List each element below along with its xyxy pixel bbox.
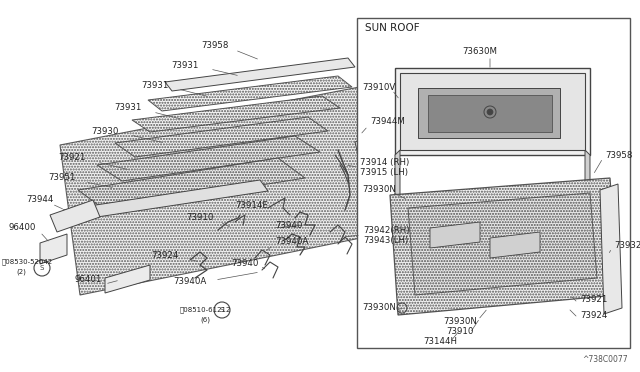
Polygon shape <box>390 178 618 315</box>
Text: S: S <box>220 307 224 313</box>
Text: 73930N: 73930N <box>362 186 396 195</box>
Circle shape <box>487 109 493 115</box>
Text: 73931: 73931 <box>172 61 198 70</box>
Polygon shape <box>408 193 597 295</box>
Text: 73144H: 73144H <box>423 337 457 346</box>
Polygon shape <box>400 73 585 150</box>
Polygon shape <box>585 150 590 245</box>
Polygon shape <box>355 130 390 164</box>
Text: 73914E: 73914E <box>236 201 268 209</box>
Text: 73931: 73931 <box>115 103 141 112</box>
Polygon shape <box>50 200 100 232</box>
Text: 73932: 73932 <box>614 241 640 250</box>
Text: 73944: 73944 <box>26 196 54 205</box>
Text: 73951: 73951 <box>48 173 76 183</box>
Text: 73944M: 73944M <box>370 118 405 126</box>
Text: SUN ROOF: SUN ROOF <box>365 23 420 33</box>
Text: 73914 (RH): 73914 (RH) <box>360 157 409 167</box>
Text: 73910: 73910 <box>446 327 474 337</box>
Text: 73924: 73924 <box>151 250 179 260</box>
Text: (2): (2) <box>16 269 26 275</box>
Text: 73943(LH): 73943(LH) <box>363 235 408 244</box>
Polygon shape <box>600 184 622 314</box>
Text: 73958: 73958 <box>202 42 228 51</box>
Polygon shape <box>60 83 400 295</box>
Polygon shape <box>105 265 150 293</box>
Text: 73910V: 73910V <box>362 83 396 93</box>
Polygon shape <box>428 95 552 132</box>
Polygon shape <box>115 117 328 157</box>
Polygon shape <box>148 76 352 111</box>
Text: 73958: 73958 <box>605 151 632 160</box>
Text: Ⓢ08530-52042: Ⓢ08530-52042 <box>2 259 53 265</box>
Text: 73940A: 73940A <box>173 278 207 286</box>
Bar <box>357 18 630 348</box>
Text: 73931: 73931 <box>141 80 169 90</box>
Text: 96401: 96401 <box>74 276 102 285</box>
Text: 73940: 73940 <box>275 221 302 230</box>
Text: 73921: 73921 <box>58 154 86 163</box>
Polygon shape <box>97 136 320 181</box>
Text: 73930: 73930 <box>92 126 118 135</box>
Text: ^738C0077: ^738C0077 <box>582 356 628 365</box>
Text: 73921: 73921 <box>580 295 607 305</box>
Polygon shape <box>63 180 268 221</box>
Text: 96400: 96400 <box>8 224 36 232</box>
Text: 73942(RH): 73942(RH) <box>363 225 410 234</box>
Polygon shape <box>395 150 400 245</box>
Polygon shape <box>165 58 355 91</box>
Text: 73940: 73940 <box>231 259 259 267</box>
Polygon shape <box>490 232 540 258</box>
Text: 73630M: 73630M <box>463 48 497 57</box>
Polygon shape <box>395 240 585 250</box>
Text: 73930N: 73930N <box>362 304 396 312</box>
Text: 73910: 73910 <box>186 214 214 222</box>
Polygon shape <box>430 222 480 248</box>
Polygon shape <box>78 158 305 210</box>
Text: 73930N: 73930N <box>443 317 477 327</box>
Text: Ⓢ08510-61212: Ⓢ08510-61212 <box>180 307 232 313</box>
Text: 73924: 73924 <box>580 311 607 320</box>
Polygon shape <box>132 96 340 132</box>
Text: 73915 (LH): 73915 (LH) <box>360 167 408 176</box>
Text: (6): (6) <box>200 317 210 323</box>
Polygon shape <box>40 234 67 264</box>
Text: S: S <box>40 265 44 271</box>
Text: 73940A: 73940A <box>275 237 308 247</box>
Polygon shape <box>418 88 560 138</box>
Polygon shape <box>395 68 590 155</box>
